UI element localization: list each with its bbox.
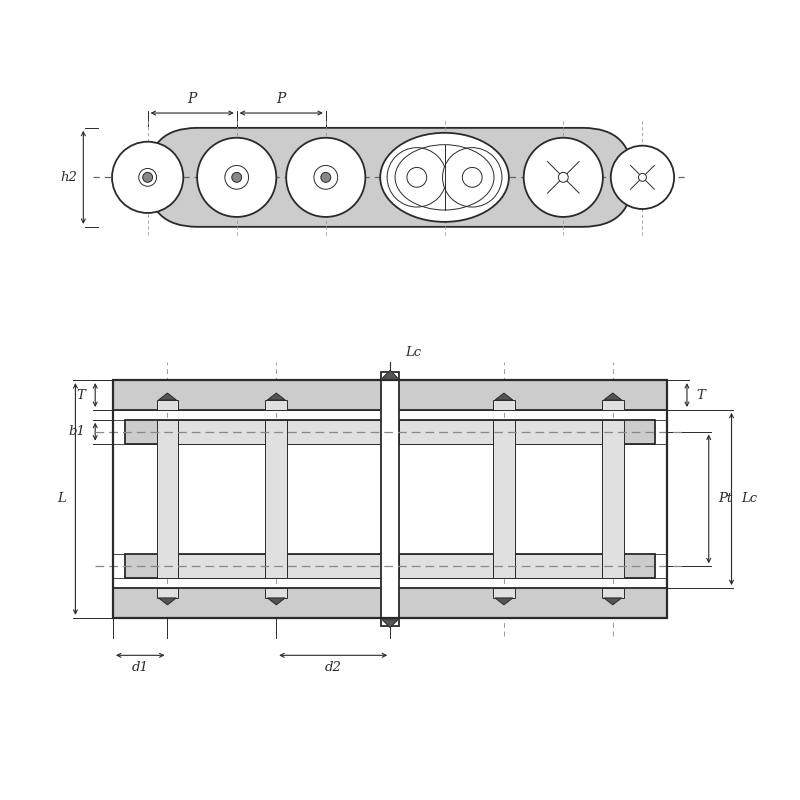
Text: T: T [697, 389, 706, 402]
Bar [113, 380, 667, 410]
Bar [514, 554, 602, 578]
Polygon shape [604, 393, 622, 400]
Bar [493, 420, 514, 578]
Text: P: P [187, 92, 197, 106]
Bar [381, 372, 399, 626]
Ellipse shape [380, 133, 509, 222]
Bar [157, 588, 178, 598]
Text: d2: d2 [325, 661, 342, 674]
Polygon shape [382, 370, 398, 378]
Circle shape [638, 174, 646, 182]
Circle shape [610, 146, 674, 209]
Bar [266, 400, 287, 410]
Text: Lc: Lc [405, 346, 421, 359]
Circle shape [142, 172, 153, 182]
Bar [399, 554, 493, 578]
Polygon shape [495, 598, 513, 605]
Text: Lc: Lc [742, 493, 758, 506]
Text: T: T [77, 389, 86, 402]
Polygon shape [158, 598, 176, 605]
Circle shape [138, 169, 157, 186]
Bar [157, 420, 178, 578]
Circle shape [524, 138, 603, 217]
Polygon shape [267, 393, 286, 400]
Text: b1: b1 [69, 425, 86, 438]
Ellipse shape [387, 148, 446, 207]
Polygon shape [158, 393, 176, 400]
Text: P: P [277, 92, 286, 106]
Text: h2: h2 [60, 171, 77, 184]
Polygon shape [495, 393, 513, 400]
Circle shape [225, 166, 249, 190]
Bar [157, 400, 178, 410]
Circle shape [286, 138, 366, 217]
Circle shape [558, 172, 568, 182]
Ellipse shape [442, 148, 502, 207]
Bar [399, 420, 493, 443]
Circle shape [321, 172, 330, 182]
Circle shape [112, 142, 183, 213]
Polygon shape [604, 598, 622, 605]
Polygon shape [382, 620, 398, 628]
Circle shape [462, 167, 482, 187]
Bar [178, 420, 266, 443]
Bar [113, 588, 667, 618]
Bar [602, 420, 624, 578]
Bar [287, 420, 381, 443]
Bar [514, 420, 602, 443]
Bar [178, 554, 266, 578]
Bar [493, 400, 514, 410]
Circle shape [197, 138, 276, 217]
Polygon shape [267, 598, 286, 605]
Bar [399, 420, 655, 443]
Circle shape [314, 166, 338, 190]
Circle shape [232, 172, 242, 182]
Circle shape [407, 167, 426, 187]
Bar [399, 554, 655, 578]
Text: L: L [57, 493, 66, 506]
Bar [287, 554, 381, 578]
Bar [266, 420, 287, 578]
Bar [113, 380, 667, 618]
FancyBboxPatch shape [148, 128, 633, 227]
Bar [602, 588, 624, 598]
Bar [125, 554, 381, 578]
Bar [493, 588, 514, 598]
Text: d1: d1 [132, 661, 149, 674]
Bar [602, 400, 624, 410]
Bar [125, 420, 381, 443]
Text: Pt: Pt [718, 493, 733, 506]
Bar [266, 588, 287, 598]
